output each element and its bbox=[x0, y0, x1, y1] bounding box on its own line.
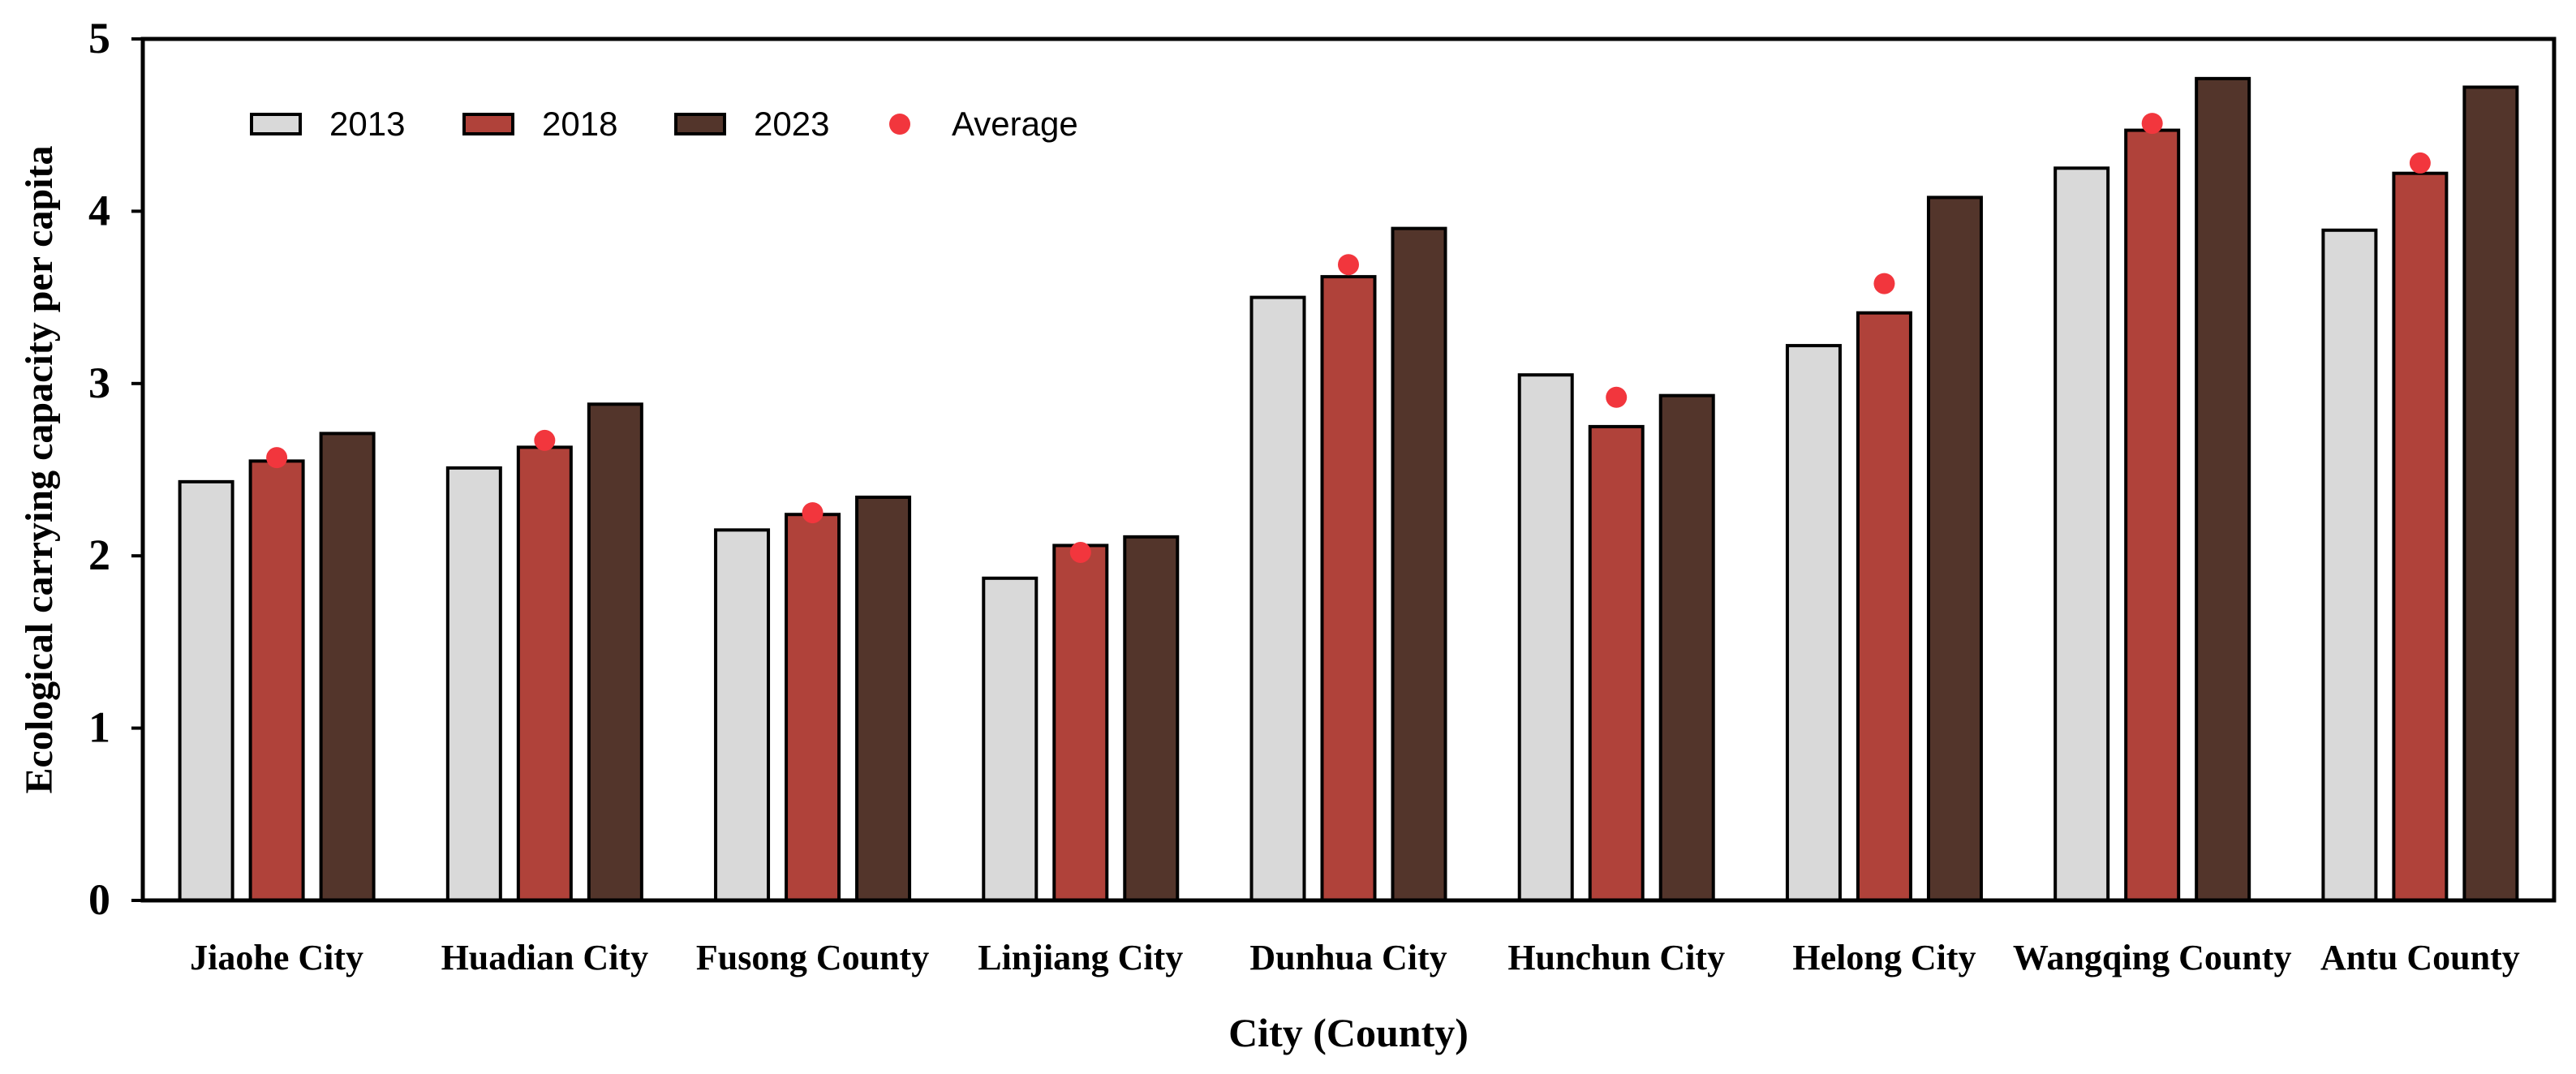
y-tick-label: 5 bbox=[88, 14, 110, 62]
bar-2023 bbox=[2462, 85, 2519, 903]
y-tick-label: 4 bbox=[88, 186, 110, 234]
bar-2018 bbox=[785, 513, 841, 902]
average-point bbox=[534, 429, 556, 451]
legend-label: 2018 bbox=[542, 105, 617, 143]
bar-2023 bbox=[1926, 195, 1983, 902]
y-axis-title: Ecological carrying capacity per capita bbox=[18, 146, 61, 794]
bar-2018 bbox=[1052, 543, 1109, 902]
bar-2013 bbox=[714, 528, 771, 903]
x-tick-label: Fusong County bbox=[696, 938, 929, 977]
x-tick-label: Hunchun City bbox=[1507, 938, 1725, 977]
bar-2018 bbox=[2124, 128, 2181, 902]
x-tick-label: Wangqing County bbox=[2013, 938, 2292, 977]
x-axis: Jiaohe City Huadian City Fusong County Linj… bbox=[190, 938, 2520, 977]
average-point bbox=[1606, 386, 1628, 408]
bar-2013 bbox=[1517, 373, 1574, 902]
bar-2023 bbox=[1123, 535, 1180, 902]
average-point bbox=[1338, 254, 1359, 276]
y-axis: 0 1 2 3 4 5 bbox=[88, 14, 143, 924]
y-tick-label: 1 bbox=[88, 703, 110, 752]
bar-2023 bbox=[1658, 393, 1715, 902]
average-point bbox=[266, 447, 288, 469]
bar-2013 bbox=[982, 576, 1039, 902]
y-tick-label: 2 bbox=[88, 531, 110, 579]
plot-frame bbox=[140, 37, 2557, 903]
x-tick-label: Dunhua City bbox=[1249, 938, 1447, 977]
bar-2013 bbox=[1785, 344, 1842, 902]
bar-2023 bbox=[319, 432, 376, 902]
bar-2023 bbox=[1391, 226, 1447, 902]
bar-2023 bbox=[587, 402, 643, 902]
bars-layer bbox=[178, 76, 2519, 903]
average-points-layer bbox=[266, 113, 2431, 563]
bar-2023 bbox=[855, 495, 912, 902]
bar-2013 bbox=[1249, 295, 1306, 903]
average-point bbox=[802, 502, 824, 524]
x-axis-title: City (County) bbox=[1228, 1010, 1469, 1055]
bar-2018 bbox=[1588, 424, 1645, 902]
bar-2023 bbox=[2195, 76, 2251, 903]
legend-swatch-2023 bbox=[674, 113, 726, 135]
bar-2018 bbox=[1320, 275, 1377, 902]
legend-swatch-Average bbox=[889, 114, 910, 135]
average-point bbox=[2409, 152, 2431, 174]
y-tick-label: 0 bbox=[88, 875, 110, 924]
legend-label: 2013 bbox=[329, 105, 405, 143]
bar-2013 bbox=[2321, 228, 2378, 903]
bar-2013 bbox=[2053, 166, 2110, 903]
legend: 2013 2018 2023 Average bbox=[250, 105, 1078, 143]
x-tick-label: Linjiang City bbox=[978, 938, 1183, 977]
bar-2018 bbox=[1856, 311, 1912, 902]
bar-2013 bbox=[178, 479, 234, 902]
bar-2018 bbox=[516, 445, 573, 902]
y-tick-label: 3 bbox=[88, 359, 110, 407]
legend-label: 2023 bbox=[754, 105, 829, 143]
average-point bbox=[1069, 541, 1091, 563]
bar-2018 bbox=[2392, 171, 2449, 902]
x-tick-label: Huadian City bbox=[441, 938, 649, 977]
x-tick-label: Helong City bbox=[1792, 938, 1976, 977]
x-tick-label: Jiaohe City bbox=[190, 938, 363, 977]
x-tick-label: Antu County bbox=[2320, 938, 2520, 977]
bar-2013 bbox=[445, 466, 502, 902]
legend-swatch-2018 bbox=[462, 113, 514, 135]
legend-swatch-2013 bbox=[250, 113, 302, 135]
average-point bbox=[1873, 273, 1895, 294]
legend-label: Average bbox=[952, 105, 1078, 143]
bar-2018 bbox=[248, 459, 305, 902]
average-point bbox=[2141, 113, 2163, 135]
